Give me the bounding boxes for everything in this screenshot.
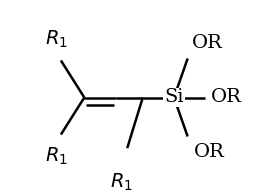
Text: Si: Si (164, 89, 184, 106)
Text: $R_1$: $R_1$ (45, 145, 68, 167)
Text: OR: OR (211, 89, 242, 106)
Text: OR: OR (191, 34, 222, 52)
Text: $R_1$: $R_1$ (110, 172, 133, 193)
Text: OR: OR (194, 143, 224, 161)
Text: $R_1$: $R_1$ (45, 28, 68, 50)
